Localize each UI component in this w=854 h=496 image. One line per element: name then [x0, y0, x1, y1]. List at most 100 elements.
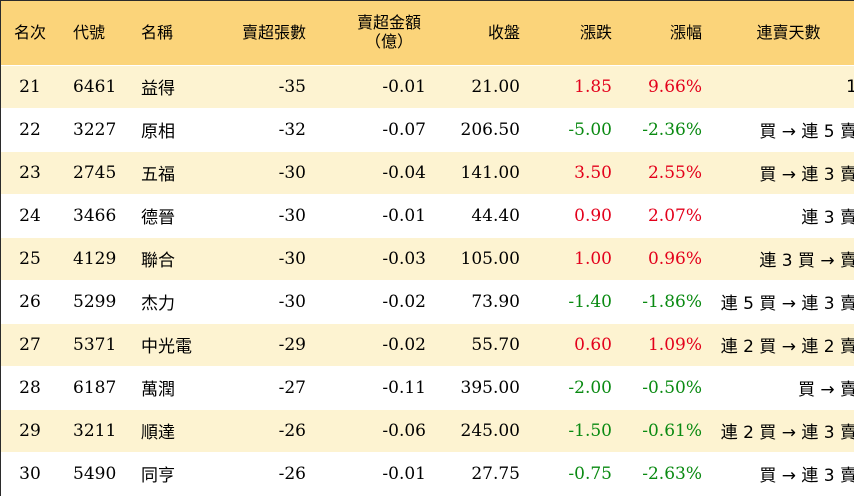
table-body: 21 6461 益得 -35 -0.01 21.00 1.85 9.66% 1 … — [1, 65, 854, 496]
cell-name: 原相 — [129, 108, 211, 152]
cell-close: 395.00 — [434, 366, 528, 410]
cell-name: 五福 — [129, 151, 211, 195]
cell-code: 3211 — [59, 409, 129, 453]
header-net-sell-amount-line1: 賣超金額 — [356, 13, 421, 33]
header-name: 名稱 — [129, 1, 211, 66]
cell-close: 206.50 — [434, 108, 528, 152]
cell-net-sell-lots: -27 — [211, 366, 314, 410]
cell-change-pct: 2.55% — [620, 151, 710, 195]
cell-consecutive-days: 連 3 賣 — [710, 194, 854, 238]
cell-rank: 25 — [1, 237, 59, 281]
cell-name: 萬潤 — [129, 366, 211, 410]
header-net-sell-amount: 賣超金額 （億） — [314, 1, 434, 66]
cell-change: -1.50 — [528, 409, 620, 453]
cell-code: 4129 — [59, 237, 129, 281]
header-change: 漲跌 — [528, 1, 620, 66]
cell-code: 3466 — [59, 194, 129, 238]
cell-name: 聯合 — [129, 237, 211, 281]
cell-rank: 24 — [1, 194, 59, 238]
cell-name: 杰力 — [129, 280, 211, 324]
cell-change-pct: -2.36% — [620, 108, 710, 152]
cell-name: 同亨 — [129, 452, 211, 496]
header-change-pct: 漲幅 — [620, 1, 710, 66]
cell-change-pct: 9.66% — [620, 65, 710, 109]
cell-close: 245.00 — [434, 409, 528, 453]
header-row: 名次 代號 名稱 賣超張數 賣超金額 （億） 收盤 漲跌 漲幅 連賣天數 — [1, 1, 854, 66]
cell-net-sell-lots: -26 — [211, 452, 314, 496]
table-row: 25 4129 聯合 -30 -0.03 105.00 1.00 0.96% 連… — [1, 237, 854, 281]
cell-change-pct: -2.63% — [620, 452, 710, 496]
cell-consecutive-days: 買 → 連 3 賣 — [710, 151, 854, 195]
cell-net-sell-amount: -0.01 — [314, 65, 434, 109]
table-row: 29 3211 順達 -26 -0.06 245.00 -1.50 -0.61%… — [1, 409, 854, 453]
cell-net-sell-amount: -0.07 — [314, 108, 434, 152]
cell-net-sell-amount: -0.01 — [314, 452, 434, 496]
cell-name: 益得 — [129, 65, 211, 109]
cell-name: 德晉 — [129, 194, 211, 238]
cell-code: 5299 — [59, 280, 129, 324]
cell-net-sell-amount: -0.03 — [314, 237, 434, 281]
cell-net-sell-amount: -0.01 — [314, 194, 434, 238]
cell-code: 5371 — [59, 323, 129, 367]
cell-close: 55.70 — [434, 323, 528, 367]
cell-change-pct: -1.86% — [620, 280, 710, 324]
cell-code: 6187 — [59, 366, 129, 410]
cell-net-sell-lots: -29 — [211, 323, 314, 367]
cell-consecutive-days: 連 2 買 → 連 3 賣 — [710, 409, 854, 453]
header-net-sell-amount-line2: （億） — [364, 31, 413, 51]
cell-net-sell-amount: -0.06 — [314, 409, 434, 453]
cell-net-sell-amount: -0.11 — [314, 366, 434, 410]
cell-net-sell-amount: -0.04 — [314, 151, 434, 195]
cell-net-sell-lots: -26 — [211, 409, 314, 453]
header-net-sell-lots: 賣超張數 — [211, 1, 314, 66]
cell-net-sell-lots: -30 — [211, 237, 314, 281]
cell-change-pct: -0.61% — [620, 409, 710, 453]
cell-net-sell-lots: -35 — [211, 65, 314, 109]
table-row: 22 3227 原相 -32 -0.07 206.50 -5.00 -2.36%… — [1, 108, 854, 152]
cell-change: 1.00 — [528, 237, 620, 281]
cell-net-sell-amount: -0.02 — [314, 323, 434, 367]
table-row: 27 5371 中光電 -29 -0.02 55.70 0.60 1.09% 連… — [1, 323, 854, 367]
cell-net-sell-lots: -30 — [211, 280, 314, 324]
cell-rank: 29 — [1, 409, 59, 453]
cell-change: -2.00 — [528, 366, 620, 410]
cell-change: 1.85 — [528, 65, 620, 109]
cell-net-sell-lots: -30 — [211, 151, 314, 195]
cell-code: 2745 — [59, 151, 129, 195]
cell-net-sell-amount: -0.02 — [314, 280, 434, 324]
header-rank: 名次 — [1, 1, 59, 66]
cell-close: 73.90 — [434, 280, 528, 324]
table-header: 名次 代號 名稱 賣超張數 賣超金額 （億） 收盤 漲跌 漲幅 連賣天數 — [1, 1, 854, 66]
header-close: 收盤 — [434, 1, 528, 66]
table-row: 21 6461 益得 -35 -0.01 21.00 1.85 9.66% 1 — [1, 65, 854, 109]
cell-rank: 30 — [1, 452, 59, 496]
cell-change: -1.40 — [528, 280, 620, 324]
cell-change: 3.50 — [528, 151, 620, 195]
cell-code: 3227 — [59, 108, 129, 152]
cell-consecutive-days: 買 → 連 5 賣 — [710, 108, 854, 152]
cell-change-pct: -0.50% — [620, 366, 710, 410]
table-row: 24 3466 德晉 -30 -0.01 44.40 0.90 2.07% 連 … — [1, 194, 854, 238]
cell-consecutive-days: 買 → 賣 — [710, 366, 854, 410]
cell-rank: 28 — [1, 366, 59, 410]
header-consecutive-days: 連賣天數 — [710, 1, 854, 66]
cell-name: 中光電 — [129, 323, 211, 367]
cell-code: 5490 — [59, 452, 129, 496]
cell-net-sell-lots: -30 — [211, 194, 314, 238]
cell-rank: 27 — [1, 323, 59, 367]
cell-consecutive-days: 連 5 買 → 連 3 賣 — [710, 280, 854, 324]
cell-net-sell-lots: -32 — [211, 108, 314, 152]
cell-change-pct: 2.07% — [620, 194, 710, 238]
cell-code: 6461 — [59, 65, 129, 109]
cell-consecutive-days: 連 3 買 → 賣 — [710, 237, 854, 281]
cell-change: 0.90 — [528, 194, 620, 238]
cell-change-pct: 1.09% — [620, 323, 710, 367]
cell-name: 順達 — [129, 409, 211, 453]
table-row: 23 2745 五福 -30 -0.04 141.00 3.50 2.55% 買… — [1, 151, 854, 195]
table-row: 28 6187 萬潤 -27 -0.11 395.00 -2.00 -0.50%… — [1, 366, 854, 410]
cell-close: 21.00 — [434, 65, 528, 109]
cell-consecutive-days: 1 — [710, 65, 854, 109]
cell-close: 44.40 — [434, 194, 528, 238]
